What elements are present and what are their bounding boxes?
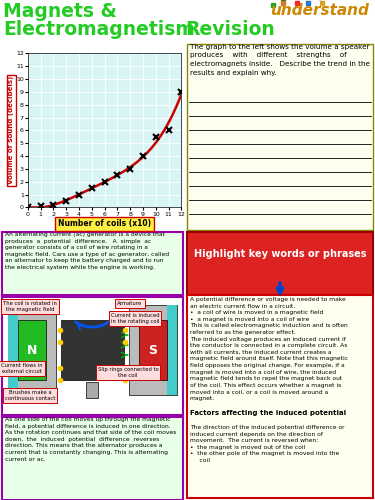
FancyBboxPatch shape (18, 320, 46, 380)
FancyBboxPatch shape (129, 305, 177, 395)
Text: Current flows in
external circuit: Current flows in external circuit (1, 363, 43, 374)
FancyBboxPatch shape (2, 417, 183, 500)
FancyBboxPatch shape (8, 305, 18, 395)
Text: Highlight key words or phrases: Highlight key words or phrases (194, 249, 366, 259)
Text: As one side of the coil moves up through the magnetic
field, a potential differe: As one side of the coil moves up through… (5, 417, 176, 462)
Text: Electromagnetism: Electromagnetism (3, 20, 195, 39)
Text: Magnets &: Magnets & (3, 2, 117, 21)
Text: The coil is rotated in
the magnetic field: The coil is rotated in the magnetic fiel… (3, 301, 57, 312)
Text: understand: understand (270, 3, 369, 18)
Text: Slip rings connected to
the coil: Slip rings connected to the coil (98, 367, 158, 378)
Y-axis label: Volume of sound (decibels): Volume of sound (decibels) (9, 76, 15, 184)
Text: The graph to the left shows the volume a speaker
produces    with    different  : The graph to the left shows the volume a… (190, 44, 370, 76)
FancyBboxPatch shape (2, 297, 183, 415)
FancyBboxPatch shape (61, 320, 124, 380)
Text: S: S (148, 344, 158, 356)
FancyBboxPatch shape (187, 232, 373, 295)
Text: The direction of the induced potential difference or
induced current depends on : The direction of the induced potential d… (190, 425, 345, 463)
Text: Armature: Armature (117, 301, 142, 306)
FancyBboxPatch shape (139, 320, 167, 380)
FancyBboxPatch shape (8, 305, 56, 395)
FancyBboxPatch shape (167, 305, 177, 395)
Text: A potential difference or voltage is needed to make
an electric current flow in : A potential difference or voltage is nee… (190, 297, 348, 401)
X-axis label: Number of coils (x10): Number of coils (x10) (58, 220, 151, 228)
Text: Brushes make a
continuous contact: Brushes make a continuous contact (5, 390, 55, 401)
Text: N: N (27, 344, 37, 356)
Text: Factors affecting the induced potential: Factors affecting the induced potential (190, 410, 346, 416)
Text: Current is induced
in the rotating coil: Current is induced in the rotating coil (111, 313, 159, 324)
FancyBboxPatch shape (2, 232, 183, 295)
FancyBboxPatch shape (86, 382, 98, 398)
FancyBboxPatch shape (187, 44, 373, 230)
FancyBboxPatch shape (187, 295, 373, 498)
Text: An alternating current (ac) generator is a device that
produces  a  potential  d: An alternating current (ac) generator is… (5, 232, 169, 270)
Text: Revision: Revision (185, 20, 275, 39)
